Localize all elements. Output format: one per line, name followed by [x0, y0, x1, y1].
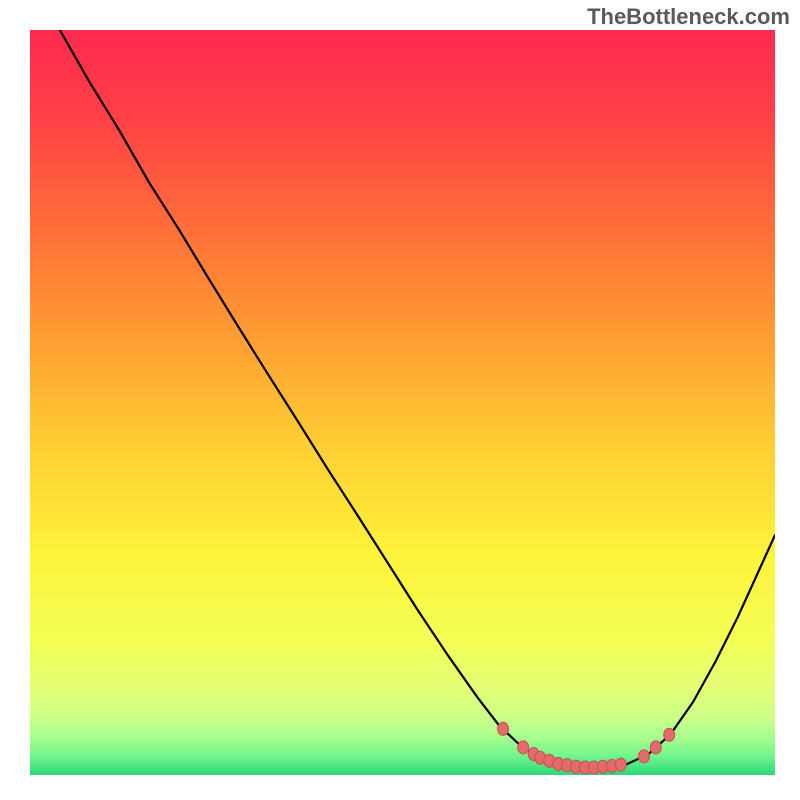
curve-marker	[615, 758, 626, 771]
curve-marker	[638, 750, 649, 763]
gradient-background	[30, 30, 775, 775]
chart-container: TheBottleneck.com	[0, 0, 800, 800]
curve-marker	[650, 741, 661, 754]
watermark-label: TheBottleneck.com	[587, 4, 790, 30]
plot-area	[30, 30, 775, 775]
curve-marker	[664, 728, 675, 741]
curve-marker	[498, 722, 509, 735]
curve-marker	[518, 741, 529, 754]
plot-svg	[30, 30, 775, 775]
